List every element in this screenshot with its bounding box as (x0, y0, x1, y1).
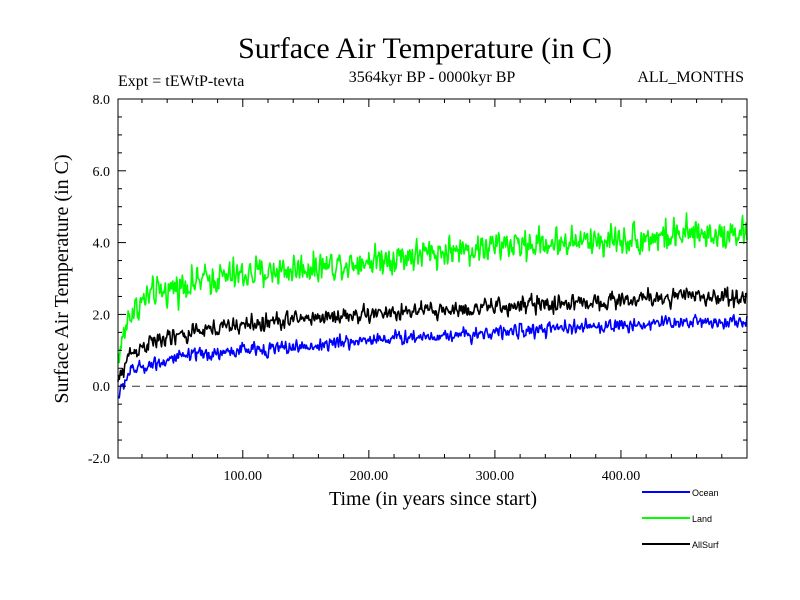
y-axis-label: Surface Air Temperature (in C) (51, 154, 73, 403)
legend-label-ocean: Ocean (692, 488, 719, 498)
series-layer (117, 212, 748, 399)
y-tick-label: -2.0 (88, 452, 110, 467)
y-tick-label: 8.0 (93, 93, 111, 108)
series-line-allsurf (117, 286, 748, 382)
series-line-ocean (117, 313, 748, 399)
legend-label-allsurf: AllSurf (692, 540, 719, 550)
x-tick-label: 400.00 (602, 469, 641, 484)
y-tick-labels: -2.0 0.0 2.0 4.0 6.0 8.0 (88, 93, 110, 467)
x-tick-label: 200.00 (350, 469, 389, 484)
chart-title: Surface Air Temperature (in C) (238, 32, 612, 65)
experiment-label: Expt = tEWtP-tevta (118, 73, 244, 90)
time-range-label: 3564kyr BP - 0000kyr BP (349, 69, 516, 86)
y-tick-label: 4.0 (93, 237, 111, 252)
series-line-land (117, 212, 748, 364)
y-tick-label: 6.0 (93, 165, 111, 180)
x-tick-label: 100.00 (224, 469, 263, 484)
x-tick-label: 300.00 (476, 469, 515, 484)
x-axis-label: Time (in years since start) (329, 488, 537, 510)
legend-label-land: Land (692, 514, 712, 524)
y-tick-label: 2.0 (93, 308, 111, 323)
months-label: ALL_MONTHS (637, 69, 744, 86)
y-tick-label: 0.0 (93, 380, 111, 395)
x-tick-labels: 100.00 200.00 300.00 400.00 (224, 469, 641, 484)
ticks-layer (118, 98, 747, 459)
legend: Ocean Land AllSurf (642, 488, 719, 550)
